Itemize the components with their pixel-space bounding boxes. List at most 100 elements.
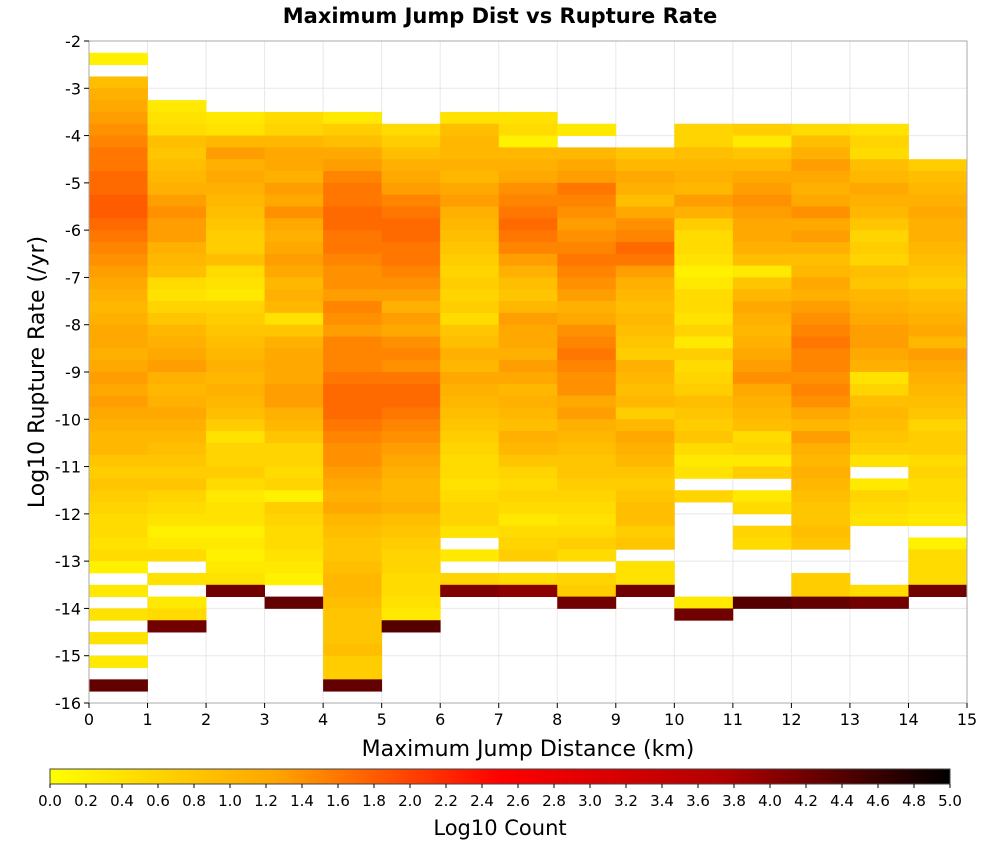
heatmap-cell [440, 135, 500, 148]
heatmap-cell [908, 572, 968, 586]
heatmap-cell [849, 407, 909, 420]
heatmap-cell [498, 478, 558, 491]
heatmap-cell [557, 147, 617, 160]
heatmap-cell [264, 537, 324, 550]
heatmap-cell [732, 383, 792, 397]
heatmap-cell [498, 383, 558, 397]
heatmap-cell [791, 182, 851, 196]
heatmap-cell [440, 301, 500, 314]
x-axis-ticks: 0 1 2 3 4 5 6 7 8 9 10 11 12 13 14 15 [84, 703, 977, 729]
heatmap-cell [849, 383, 909, 397]
heatmap-cell [440, 289, 500, 302]
heatmap-cell [849, 372, 909, 385]
heatmap-cell [147, 537, 207, 550]
heatmap-cell [381, 466, 441, 479]
heatmap-cell [323, 182, 383, 196]
heatmap-cell [323, 360, 383, 373]
heatmap-cell [147, 111, 207, 125]
heatmap-cell [89, 655, 148, 668]
heatmap-cell [440, 395, 500, 408]
heatmap-cell [674, 431, 734, 444]
heatmap-cell [791, 419, 851, 432]
heatmap-cell [908, 466, 968, 479]
heatmap-cell [381, 537, 441, 550]
heatmap-cell [908, 253, 968, 267]
colorbar-tick-label: 1.4 [290, 792, 314, 810]
heatmap-cell [147, 395, 207, 408]
heatmap-cell [615, 194, 675, 207]
y-axis-ticks: -2 -3 -4 -5 -6 -7 -8 -9 -10 -11 -12 -13 -14 -15 -16 [55, 32, 89, 713]
heatmap-cell [908, 312, 968, 326]
heatmap-cell [89, 253, 148, 267]
heatmap-cell [908, 171, 968, 184]
colorbar-tick-label: 0.8 [182, 792, 206, 810]
heatmap-cell [206, 265, 265, 278]
heatmap-cell [323, 679, 383, 692]
heatmap-cell [381, 584, 441, 598]
heatmap-cell [89, 312, 148, 326]
heatmap-cell [791, 596, 851, 609]
heatmap-cell [323, 502, 383, 515]
heatmap-cell [498, 407, 558, 420]
heatmap-cell [381, 159, 441, 172]
heatmap-cell [674, 194, 734, 207]
y-tick-label: -2 [65, 32, 81, 51]
heatmap-cell [674, 206, 734, 219]
heatmap-cell [440, 372, 500, 385]
heatmap-cell [732, 171, 792, 184]
heatmap-cell [674, 360, 734, 373]
heatmap-cell [557, 182, 617, 196]
heatmap-cell [381, 454, 441, 467]
heatmap-cell [147, 596, 207, 609]
heatmap-cell [440, 572, 500, 586]
heatmap-cell [615, 241, 675, 255]
colorbar-tick-label: 3.0 [578, 792, 602, 810]
heatmap-cell [264, 490, 324, 503]
heatmap-cell [147, 253, 207, 267]
heatmap-cell [323, 111, 383, 125]
heatmap-cell [89, 513, 148, 527]
heatmap-cell [147, 478, 207, 491]
heatmap-cell [89, 100, 148, 113]
heatmap-cell [323, 584, 383, 598]
heatmap-cell [674, 265, 734, 278]
heatmap-cell [89, 123, 148, 136]
heatmap-cell [381, 596, 441, 609]
x-tick-label: 9 [611, 710, 621, 729]
heatmap-cell [264, 194, 324, 207]
heatmap-cell [206, 419, 265, 432]
heatmap-cell [440, 253, 500, 267]
heatmap-cell [674, 182, 734, 196]
heatmap-cell [89, 76, 148, 89]
heatmap-cell [557, 431, 617, 444]
colorbar-tick-label: 0.6 [146, 792, 170, 810]
heatmap-cell [440, 336, 500, 349]
heatmap-cell [557, 537, 617, 550]
heatmap-cell [381, 182, 441, 196]
heatmap-cell [849, 253, 909, 267]
heatmap-cell [440, 324, 500, 337]
y-tick-label: -11 [55, 458, 81, 477]
heatmap-cell [381, 123, 441, 136]
heatmap-cell [323, 537, 383, 550]
heatmap-cell [791, 206, 851, 219]
x-tick-label: 10 [664, 710, 684, 729]
heatmap-cell [908, 206, 968, 219]
heatmap-cell [323, 608, 383, 621]
heatmap-cell [381, 383, 441, 397]
heatmap-cell [498, 502, 558, 515]
heatmap-cell [264, 513, 324, 527]
heatmap-cell [498, 360, 558, 373]
heatmap-cell [674, 454, 734, 467]
heatmap-cell [498, 218, 558, 231]
heatmap-cell [147, 135, 207, 148]
colorbar-tick-label: 0.4 [110, 792, 134, 810]
heatmap-cell [89, 88, 148, 101]
heatmap-cell [264, 147, 324, 160]
heatmap-cell [849, 123, 909, 136]
colorbar-tick-label: 3.6 [686, 792, 710, 810]
heatmap-cell [323, 442, 383, 456]
y-tick-label: -12 [55, 505, 81, 524]
heatmap-cell [674, 372, 734, 385]
heatmap-cell [440, 513, 500, 527]
